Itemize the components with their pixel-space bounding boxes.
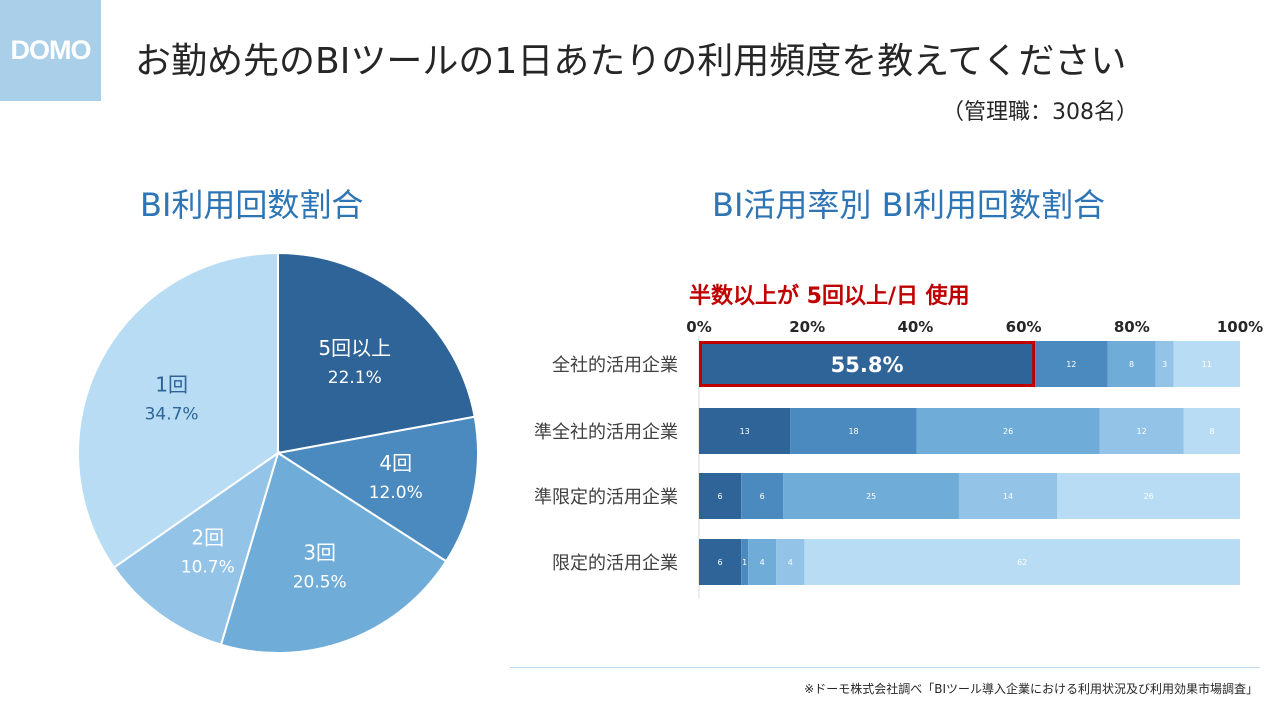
pie-slice-label: 5回以上 bbox=[318, 336, 391, 360]
bar-data-label: 8 bbox=[1129, 360, 1134, 369]
pie-slice bbox=[275, 415, 479, 563]
bar-segment bbox=[1155, 341, 1174, 387]
bar-data-label: 11 bbox=[1202, 360, 1212, 369]
bar-data-label: 18 bbox=[848, 427, 858, 436]
bar-segment bbox=[741, 473, 784, 519]
pie-slice bbox=[277, 251, 476, 455]
bar-data-label: 4 bbox=[760, 558, 765, 567]
bar-data-label: 6 bbox=[718, 558, 723, 567]
bar-segment bbox=[783, 473, 959, 519]
pie-slice-value: 10.7% bbox=[181, 557, 235, 577]
domo-logo: DOMO bbox=[0, 0, 101, 101]
footer-divider bbox=[510, 667, 1260, 668]
bar-data-label: 13 bbox=[740, 427, 750, 436]
bar-data-label: 4 bbox=[788, 558, 793, 567]
x-tick-label: 0% bbox=[686, 318, 711, 336]
pie-slice-value: 12.0% bbox=[369, 483, 423, 503]
category-label: 準全社的活用企業 bbox=[534, 422, 678, 443]
bar-data-label: 62 bbox=[1017, 558, 1027, 567]
bar-segment bbox=[699, 473, 742, 519]
pie-slice bbox=[77, 251, 279, 569]
pie-slice-label: 4回 bbox=[379, 451, 412, 475]
source-footnote: ※ドーモ株式会社調べ「BIツール導入企業における利用状況及び利用効果市場調査」 bbox=[804, 682, 1258, 696]
pie-slice bbox=[112, 450, 280, 646]
bar-data-label: 6 bbox=[760, 492, 765, 501]
bar-segment bbox=[804, 539, 1240, 585]
x-tick-label: 60% bbox=[1006, 318, 1042, 336]
bar-segment bbox=[916, 408, 1100, 454]
bar-data-label: 14 bbox=[1003, 492, 1013, 501]
bar-segment bbox=[776, 539, 805, 585]
bar-chart-callout: 半数以上が 5回以上/日 使用 bbox=[689, 284, 970, 309]
bar-segment bbox=[790, 408, 917, 454]
bar-segment bbox=[748, 539, 777, 585]
category-label: 準限定的活用企業 bbox=[534, 487, 678, 508]
page-title: お勤め先のBIツールの1日あたりの利用頻度を教えてください bbox=[135, 41, 1127, 82]
pie-slice-label: 1回 bbox=[155, 373, 188, 397]
bar-data-label: 25 bbox=[866, 492, 876, 501]
x-tick-label: 80% bbox=[1114, 318, 1150, 336]
bar-segment bbox=[958, 473, 1058, 519]
bar-data-label: 1 bbox=[742, 558, 747, 567]
bar-data-label: 12 bbox=[1137, 427, 1147, 436]
page-subtitle: （管理職：308名） bbox=[942, 100, 1138, 125]
category-label: 限定的活用企業 bbox=[552, 553, 678, 574]
bar-segment bbox=[1107, 341, 1156, 387]
bar-segment bbox=[1057, 473, 1240, 519]
pie-slice-label: 2回 bbox=[191, 525, 224, 549]
pie-slice-value: 20.5% bbox=[293, 573, 347, 593]
x-tick-label: 40% bbox=[897, 318, 933, 336]
bar-chart-title: BI活用率別 BI利用回数割合 bbox=[712, 186, 1105, 224]
bar-segment bbox=[699, 341, 1036, 387]
category-label: 全社的活用企業 bbox=[552, 355, 678, 376]
bar-segment bbox=[699, 408, 791, 454]
pie-slice-value: 22.1% bbox=[328, 368, 382, 388]
bar-data-label: 26 bbox=[1144, 492, 1154, 501]
bar-segment bbox=[1173, 341, 1240, 387]
bar-data-label: 26 bbox=[1003, 427, 1013, 436]
pie-chart-title: BI利用回数割合 bbox=[140, 186, 364, 224]
x-tick-label: 20% bbox=[789, 318, 825, 336]
bar-segment bbox=[1183, 408, 1240, 454]
bar-data-label: 55.8% bbox=[831, 353, 904, 377]
bar-segment bbox=[699, 539, 742, 585]
x-tick-label: 100% bbox=[1217, 318, 1263, 336]
pie-slice-value: 34.7% bbox=[145, 405, 199, 425]
highlight-box bbox=[699, 341, 1036, 387]
bar-data-label: 3 bbox=[1162, 360, 1167, 369]
pie-slice-label: 3回 bbox=[303, 541, 336, 565]
bar-data-label: 6 bbox=[718, 492, 723, 501]
bar-segment bbox=[741, 539, 749, 585]
bar-data-label: 12 bbox=[1066, 360, 1076, 369]
bar-segment bbox=[1035, 341, 1108, 387]
bar-segment bbox=[1099, 408, 1184, 454]
pie-slice bbox=[219, 451, 448, 654]
bar-data-label: 8 bbox=[1209, 427, 1214, 436]
